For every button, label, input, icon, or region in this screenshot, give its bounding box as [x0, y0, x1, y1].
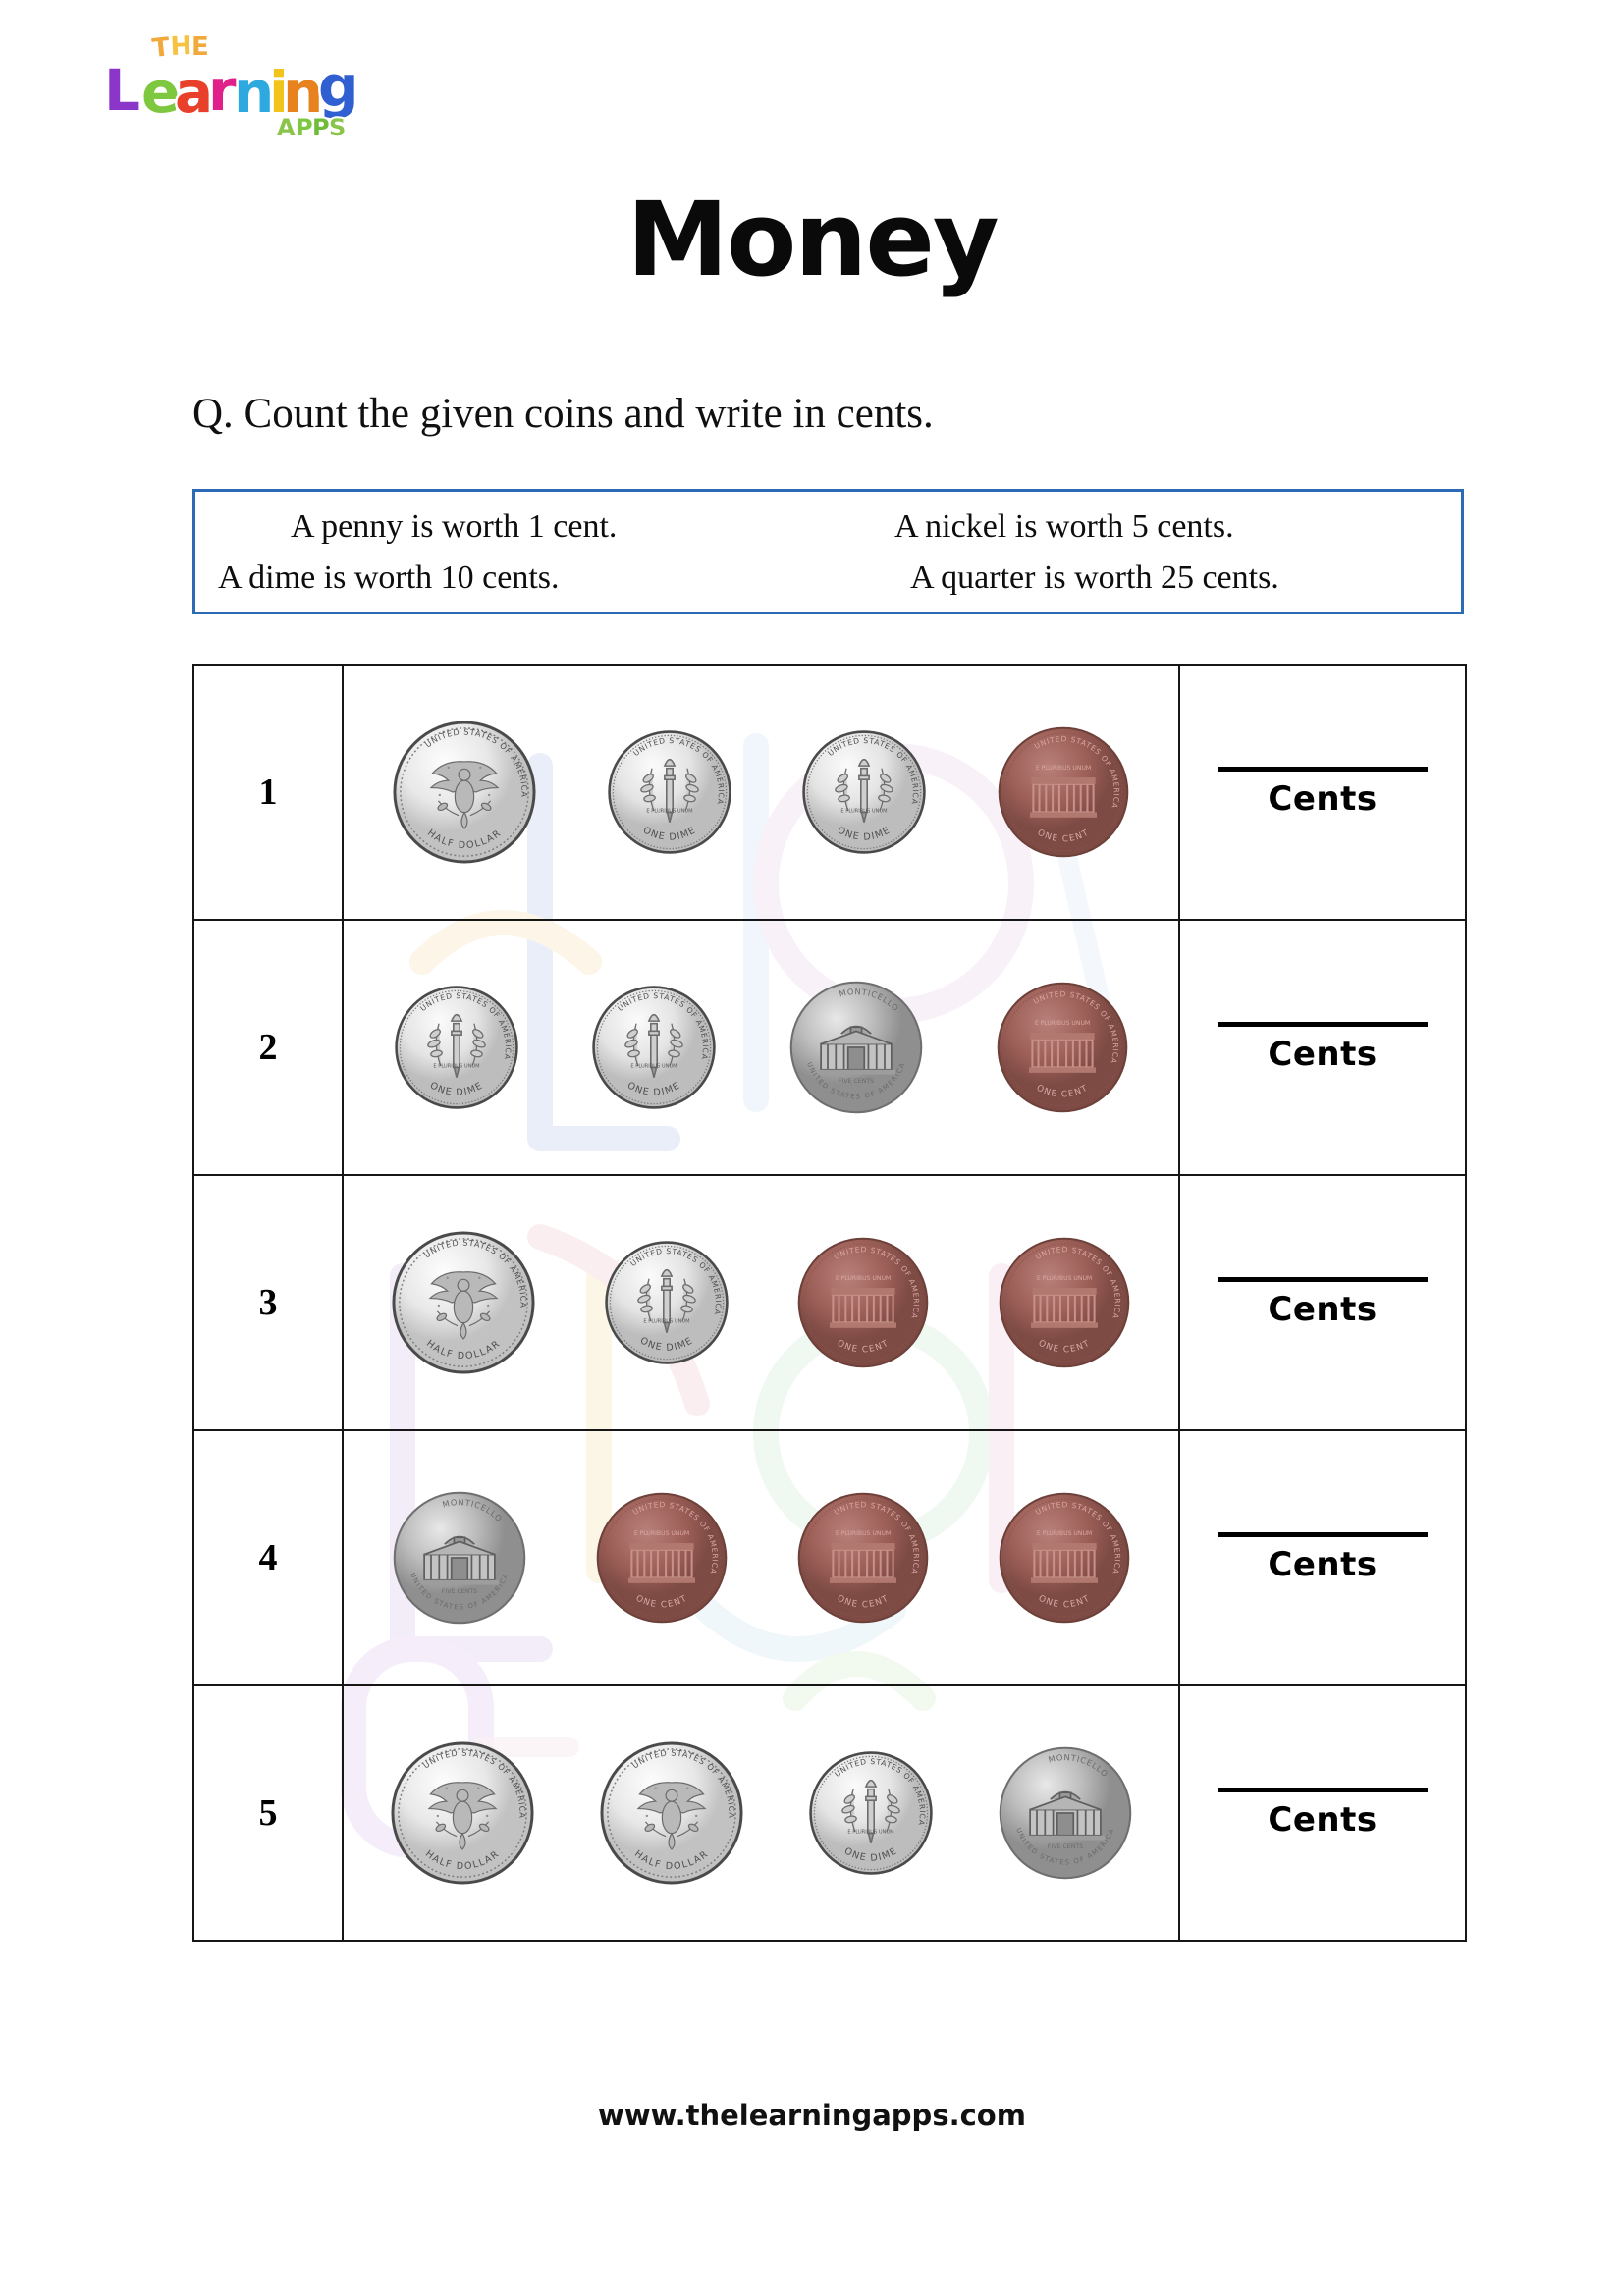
- svg-text:E PLURIBUS UNUM: E PLURIBUS UNUM: [836, 1275, 891, 1282]
- svg-text:r: r: [208, 57, 237, 124]
- row-number: 4: [192, 1429, 344, 1686]
- coin-dime: UNITED STATES OF AMERICA ONE DIME: [802, 730, 926, 854]
- coin-group: MONTICELLO UNITED STATES OF AMERICA FIVE…: [344, 1490, 1178, 1626]
- svg-text:E PLURIBUS UNUM: E PLURIBUS UNUM: [643, 1318, 689, 1324]
- answer-unit-label: Cents: [1268, 1034, 1378, 1074]
- coin-half-dollar: UNITED STATES OF AMERICA HALF DOLLAR: [599, 1741, 743, 1885]
- svg-text:E PLURIBUS UNUM: E PLURIBUS UNUM: [835, 1530, 890, 1537]
- coin-nickel: MONTICELLO UNITED STATES OF AMERICA FIVE…: [999, 1746, 1131, 1880]
- svg-text:E PLURIBUS UNUM: E PLURIBUS UNUM: [841, 808, 888, 814]
- page-title: Money: [626, 180, 999, 299]
- svg-text:E PLURIBUS UNUM: E PLURIBUS UNUM: [646, 808, 692, 814]
- answer-cell[interactable]: Cents: [1178, 1174, 1467, 1431]
- svg-text:E PLURIBUS UNUM: E PLURIBUS UNUM: [433, 1063, 479, 1069]
- table-row: 3 UNITED STATES OF AMERICA HALF DOLLAR: [192, 1174, 1467, 1431]
- table-row: 5 UNITED STATES OF AMERICA HALF DOLLAR: [192, 1684, 1467, 1942]
- coin-penny: UNITED STATES OF AMERICA ONE CENT E PLUR…: [797, 1492, 928, 1624]
- svg-text:g: g: [318, 53, 359, 120]
- coin-nickel: MONTICELLO UNITED STATES OF AMERICA FIVE…: [393, 1491, 525, 1625]
- coin-values-info-box: A penny is worth 1 cent. A nickel is wor…: [192, 489, 1464, 614]
- svg-text:E PLURIBUS UNUM: E PLURIBUS UNUM: [1037, 1275, 1092, 1282]
- answer-unit-label: Cents: [1268, 1799, 1378, 1840]
- coin-half-dollar: UNITED STATES OF AMERICA HALF DOLLAR: [390, 1741, 534, 1885]
- svg-text:FIVE CENTS: FIVE CENTS: [838, 1078, 873, 1085]
- answer-blank-line[interactable]: [1218, 1531, 1428, 1537]
- answer-blank-line[interactable]: [1218, 1021, 1428, 1027]
- coin-group: UNITED STATES OF AMERICA ONE DIME: [344, 980, 1178, 1115]
- coin-penny: UNITED STATES OF AMERICA ONE CENT E PLUR…: [998, 726, 1129, 858]
- svg-text:P: P: [312, 114, 330, 140]
- coin-nickel: MONTICELLO UNITED STATES OF AMERICA FIVE…: [789, 981, 922, 1114]
- svg-text:E PLURIBUS UNUM: E PLURIBUS UNUM: [1034, 1020, 1089, 1027]
- svg-text:E PLURIBUS UNUM: E PLURIBUS UNUM: [1036, 765, 1091, 772]
- coin-group: UNITED STATES OF AMERICA HALF DOLLAR: [344, 1230, 1178, 1375]
- coins-cell: MONTICELLO UNITED STATES OF AMERICA FIVE…: [342, 1429, 1180, 1686]
- svg-text:A: A: [277, 114, 296, 140]
- coins-cell: UNITED STATES OF AMERICA HALF DOLLAR: [342, 664, 1180, 921]
- info-nickel-value: A nickel is worth 5 cents.: [894, 508, 1234, 545]
- svg-text:E PLURIBUS UNUM: E PLURIBUS UNUM: [1036, 1530, 1091, 1537]
- svg-text:E: E: [191, 32, 209, 62]
- coin-penny: UNITED STATES OF AMERICA ONE CENT E PLUR…: [797, 1237, 929, 1368]
- coin-penny: UNITED STATES OF AMERICA ONE CENT E PLUR…: [997, 982, 1127, 1113]
- answer-blank-line[interactable]: [1218, 1276, 1428, 1282]
- table-row: 2 UNITED STATES OF AMERICA ONE DIME: [192, 919, 1467, 1176]
- footer-url: www.thelearningapps.com: [598, 2099, 1026, 2132]
- svg-text:E PLURIBUS UNUM: E PLURIBUS UNUM: [847, 1829, 893, 1835]
- table-row: 1 UNITED STATES OF AMERICA HALF DOLLAR: [192, 664, 1467, 921]
- svg-text:S: S: [329, 114, 346, 140]
- coins-cell: UNITED STATES OF AMERICA ONE DIME: [342, 919, 1180, 1176]
- answer-cell[interactable]: Cents: [1178, 664, 1467, 921]
- svg-text:P: P: [296, 114, 313, 140]
- svg-text:a: a: [175, 59, 213, 126]
- coin-penny: UNITED STATES OF AMERICA ONE CENT E PLUR…: [999, 1237, 1130, 1368]
- svg-text:H: H: [170, 31, 192, 62]
- coins-cell: UNITED STATES OF AMERICA HALF DOLLAR: [342, 1174, 1180, 1431]
- brand-logo: T H E L e a r n i n g A P P S: [94, 27, 379, 140]
- coin-penny: UNITED STATES OF AMERICA ONE CENT E PLUR…: [999, 1492, 1129, 1624]
- answer-blank-line[interactable]: [1218, 1787, 1428, 1792]
- svg-text:E PLURIBUS UNUM: E PLURIBUS UNUM: [630, 1063, 677, 1069]
- info-quarter-value: A quarter is worth 25 cents.: [910, 560, 1279, 596]
- svg-text:e: e: [141, 59, 180, 126]
- svg-text:n: n: [234, 59, 274, 126]
- coin-dime: UNITED STATES OF AMERICA ONE DIME: [591, 986, 716, 1109]
- coin-dime: UNITED STATES OF AMERICA ONE DIME: [394, 986, 518, 1109]
- answer-unit-label: Cents: [1268, 1544, 1378, 1584]
- coin-group: UNITED STATES OF AMERICA HALF DOLLAR: [344, 1740, 1178, 1886]
- coin-dime: UNITED STATES OF AMERICA ONE DIME: [608, 730, 731, 854]
- coin-counting-table: 1 UNITED STATES OF AMERICA HALF DOLLAR: [192, 664, 1467, 1942]
- question-text: Q. Count the given coins and write in ce…: [192, 391, 934, 437]
- svg-text:E PLURIBUS UNUM: E PLURIBUS UNUM: [633, 1530, 688, 1537]
- coin-half-dollar: UNITED STATES OF AMERICA HALF DOLLAR: [392, 1231, 535, 1374]
- svg-text:FIVE CENTS: FIVE CENTS: [441, 1588, 476, 1595]
- svg-text:i: i: [269, 59, 289, 126]
- answer-unit-label: Cents: [1268, 1289, 1378, 1329]
- answer-unit-label: Cents: [1268, 778, 1378, 819]
- info-dime-value: A dime is worth 10 cents.: [218, 560, 560, 596]
- row-number: 5: [192, 1684, 344, 1942]
- answer-cell[interactable]: Cents: [1178, 1429, 1467, 1686]
- answer-blank-line[interactable]: [1218, 766, 1428, 772]
- row-number: 2: [192, 919, 344, 1176]
- svg-text:FIVE CENTS: FIVE CENTS: [1047, 1843, 1082, 1850]
- row-number: 1: [192, 664, 344, 921]
- coin-dime: UNITED STATES OF AMERICA ONE DIME: [808, 1751, 933, 1875]
- table-row: 4 MONTICELLO UNITED STATES OF AMERICA: [192, 1429, 1467, 1686]
- coin-half-dollar: UNITED STATES OF AMERICA HALF DOLLAR: [393, 721, 536, 864]
- answer-cell[interactable]: Cents: [1178, 919, 1467, 1176]
- info-penny-value: A penny is worth 1 cent.: [291, 508, 618, 545]
- coins-cell: UNITED STATES OF AMERICA HALF DOLLAR: [342, 1684, 1180, 1942]
- svg-text:n: n: [283, 59, 323, 126]
- coin-dime: UNITED STATES OF AMERICA ONE DIME: [605, 1241, 729, 1364]
- answer-cell[interactable]: Cents: [1178, 1684, 1467, 1942]
- svg-text:L: L: [104, 57, 140, 124]
- coin-penny: UNITED STATES OF AMERICA ONE CENT E PLUR…: [596, 1492, 727, 1624]
- row-number: 3: [192, 1174, 344, 1431]
- coin-group: UNITED STATES OF AMERICA HALF DOLLAR: [344, 720, 1178, 865]
